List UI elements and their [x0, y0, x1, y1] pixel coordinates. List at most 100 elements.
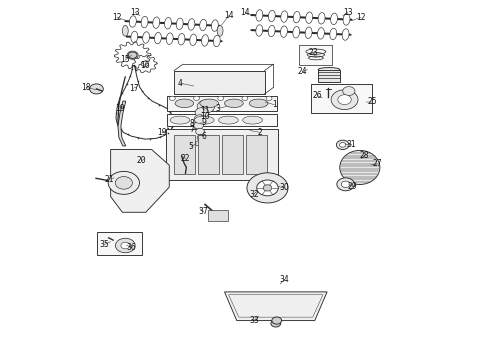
Text: 9: 9: [201, 118, 206, 127]
Text: 18: 18: [81, 83, 91, 92]
Circle shape: [108, 171, 140, 194]
Text: 29: 29: [348, 182, 357, 191]
Bar: [166, 129, 278, 180]
Bar: [174, 135, 195, 174]
Ellipse shape: [211, 20, 219, 31]
Text: 33: 33: [249, 316, 259, 325]
Ellipse shape: [342, 29, 349, 40]
Text: 26: 26: [313, 91, 322, 100]
Text: 21: 21: [104, 175, 114, 184]
Text: 37: 37: [198, 207, 208, 216]
Text: 8: 8: [190, 119, 195, 128]
Ellipse shape: [165, 18, 172, 29]
Ellipse shape: [166, 33, 173, 44]
Bar: [98, 232, 143, 255]
Text: 30: 30: [279, 183, 289, 192]
Circle shape: [194, 122, 203, 129]
Text: 10: 10: [200, 112, 210, 121]
Ellipse shape: [340, 150, 380, 184]
Ellipse shape: [224, 99, 243, 108]
Ellipse shape: [129, 16, 136, 27]
Polygon shape: [118, 101, 126, 146]
Circle shape: [242, 96, 248, 100]
Circle shape: [195, 141, 202, 146]
Text: 12: 12: [112, 13, 122, 22]
Ellipse shape: [256, 10, 263, 21]
Circle shape: [115, 176, 132, 189]
Text: 22: 22: [181, 154, 190, 163]
Ellipse shape: [188, 19, 195, 30]
Ellipse shape: [318, 68, 340, 72]
Circle shape: [90, 84, 103, 94]
Text: 36: 36: [127, 243, 137, 252]
Polygon shape: [174, 71, 265, 94]
Polygon shape: [111, 149, 169, 212]
Text: 35: 35: [99, 240, 109, 249]
Text: 2: 2: [257, 128, 262, 137]
Text: 15: 15: [121, 55, 130, 64]
Ellipse shape: [269, 10, 275, 22]
Text: 5: 5: [189, 142, 194, 151]
Ellipse shape: [170, 116, 190, 124]
Circle shape: [141, 61, 148, 67]
Ellipse shape: [131, 31, 138, 42]
Ellipse shape: [143, 32, 149, 43]
Text: 17: 17: [129, 84, 138, 93]
Text: 3: 3: [216, 104, 220, 113]
Circle shape: [195, 108, 209, 118]
Bar: [167, 114, 277, 126]
Bar: [299, 45, 332, 65]
Ellipse shape: [201, 35, 208, 46]
Bar: [318, 69, 340, 82]
Circle shape: [337, 178, 354, 191]
Text: 14: 14: [240, 8, 250, 17]
Ellipse shape: [293, 12, 300, 23]
Circle shape: [197, 100, 215, 113]
Text: 31: 31: [347, 140, 356, 149]
Text: 4: 4: [178, 79, 183, 88]
Ellipse shape: [176, 18, 183, 30]
Circle shape: [336, 140, 349, 149]
Polygon shape: [224, 292, 327, 320]
Circle shape: [271, 320, 281, 327]
Ellipse shape: [190, 34, 196, 46]
Ellipse shape: [122, 26, 128, 36]
Ellipse shape: [141, 16, 148, 28]
Circle shape: [341, 181, 350, 188]
Text: 6: 6: [201, 132, 206, 141]
Text: 1: 1: [272, 100, 277, 109]
Text: 20: 20: [137, 157, 146, 166]
Text: 24: 24: [298, 67, 307, 76]
Text: 25: 25: [367, 97, 377, 106]
Text: 16: 16: [140, 61, 149, 70]
Circle shape: [170, 96, 175, 100]
Text: 32: 32: [249, 190, 259, 199]
Circle shape: [247, 173, 288, 203]
Ellipse shape: [178, 33, 185, 45]
Circle shape: [116, 238, 135, 253]
Bar: [208, 211, 228, 221]
Bar: [246, 135, 268, 174]
Ellipse shape: [331, 13, 338, 24]
Ellipse shape: [217, 26, 223, 36]
Text: 11: 11: [200, 105, 210, 114]
Circle shape: [257, 180, 278, 196]
Text: 14: 14: [224, 10, 234, 19]
Circle shape: [194, 96, 199, 100]
Ellipse shape: [219, 116, 238, 124]
Circle shape: [121, 242, 130, 249]
Ellipse shape: [200, 99, 219, 108]
Text: 28: 28: [360, 151, 369, 160]
Ellipse shape: [318, 28, 324, 39]
Ellipse shape: [305, 27, 312, 39]
Polygon shape: [133, 55, 157, 73]
Ellipse shape: [293, 27, 300, 38]
Ellipse shape: [200, 19, 207, 31]
Circle shape: [343, 87, 355, 95]
Ellipse shape: [256, 25, 263, 36]
Text: 34: 34: [279, 275, 289, 284]
Ellipse shape: [306, 12, 313, 23]
Text: 19: 19: [116, 104, 125, 113]
Circle shape: [266, 96, 272, 100]
Circle shape: [218, 96, 223, 100]
